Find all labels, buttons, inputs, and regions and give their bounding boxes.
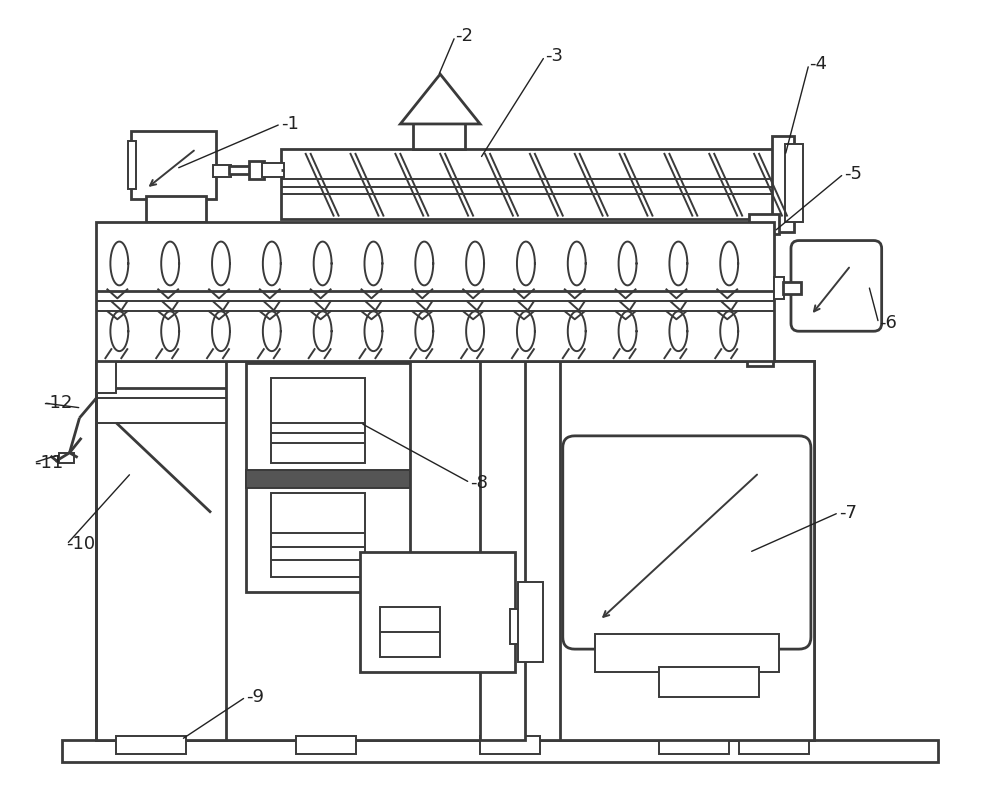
Text: -9: -9 bbox=[246, 688, 264, 706]
Bar bbox=[749, 213, 779, 234]
Bar bbox=[96, 361, 226, 740]
Bar bbox=[510, 609, 522, 644]
Bar bbox=[360, 553, 515, 672]
Bar bbox=[659, 667, 759, 697]
Text: -5: -5 bbox=[844, 165, 862, 182]
Text: -4: -4 bbox=[809, 56, 827, 73]
FancyBboxPatch shape bbox=[791, 240, 882, 331]
Text: -3: -3 bbox=[545, 48, 563, 65]
Bar bbox=[59, 453, 74, 463]
Bar bbox=[480, 736, 540, 753]
Text: -2: -2 bbox=[455, 27, 473, 45]
Bar bbox=[249, 161, 264, 178]
Bar bbox=[96, 361, 116, 393]
Text: -12: -12 bbox=[44, 394, 73, 412]
Text: -8: -8 bbox=[470, 473, 488, 492]
Bar bbox=[659, 736, 729, 753]
Bar bbox=[747, 356, 773, 366]
Bar bbox=[96, 221, 774, 361]
Bar bbox=[262, 163, 284, 177]
Bar bbox=[246, 363, 410, 592]
Bar bbox=[296, 736, 356, 753]
Text: -10: -10 bbox=[67, 535, 96, 554]
Polygon shape bbox=[400, 74, 480, 124]
Bar bbox=[128, 141, 136, 189]
Bar bbox=[62, 740, 938, 762]
Bar bbox=[749, 221, 771, 361]
Bar bbox=[739, 736, 809, 753]
Bar bbox=[560, 361, 814, 740]
Bar bbox=[213, 165, 231, 177]
Text: -1: -1 bbox=[281, 115, 299, 133]
FancyBboxPatch shape bbox=[563, 436, 811, 649]
Bar bbox=[246, 469, 410, 488]
Bar bbox=[146, 196, 206, 221]
Bar bbox=[271, 378, 365, 463]
Text: -6: -6 bbox=[879, 314, 897, 332]
Bar bbox=[413, 121, 465, 149]
Bar bbox=[772, 136, 794, 232]
Bar bbox=[783, 282, 801, 294]
Bar bbox=[229, 166, 251, 174]
Bar bbox=[131, 131, 216, 199]
Bar bbox=[380, 607, 440, 657]
Bar bbox=[595, 634, 779, 672]
Bar bbox=[281, 149, 789, 219]
Bar bbox=[480, 361, 525, 740]
Bar bbox=[774, 278, 784, 299]
Bar bbox=[96, 361, 814, 740]
Bar bbox=[518, 582, 543, 662]
Bar bbox=[271, 492, 365, 577]
Text: -7: -7 bbox=[839, 504, 857, 522]
Bar bbox=[116, 736, 186, 753]
Bar bbox=[785, 144, 803, 221]
Text: -11: -11 bbox=[34, 454, 63, 472]
